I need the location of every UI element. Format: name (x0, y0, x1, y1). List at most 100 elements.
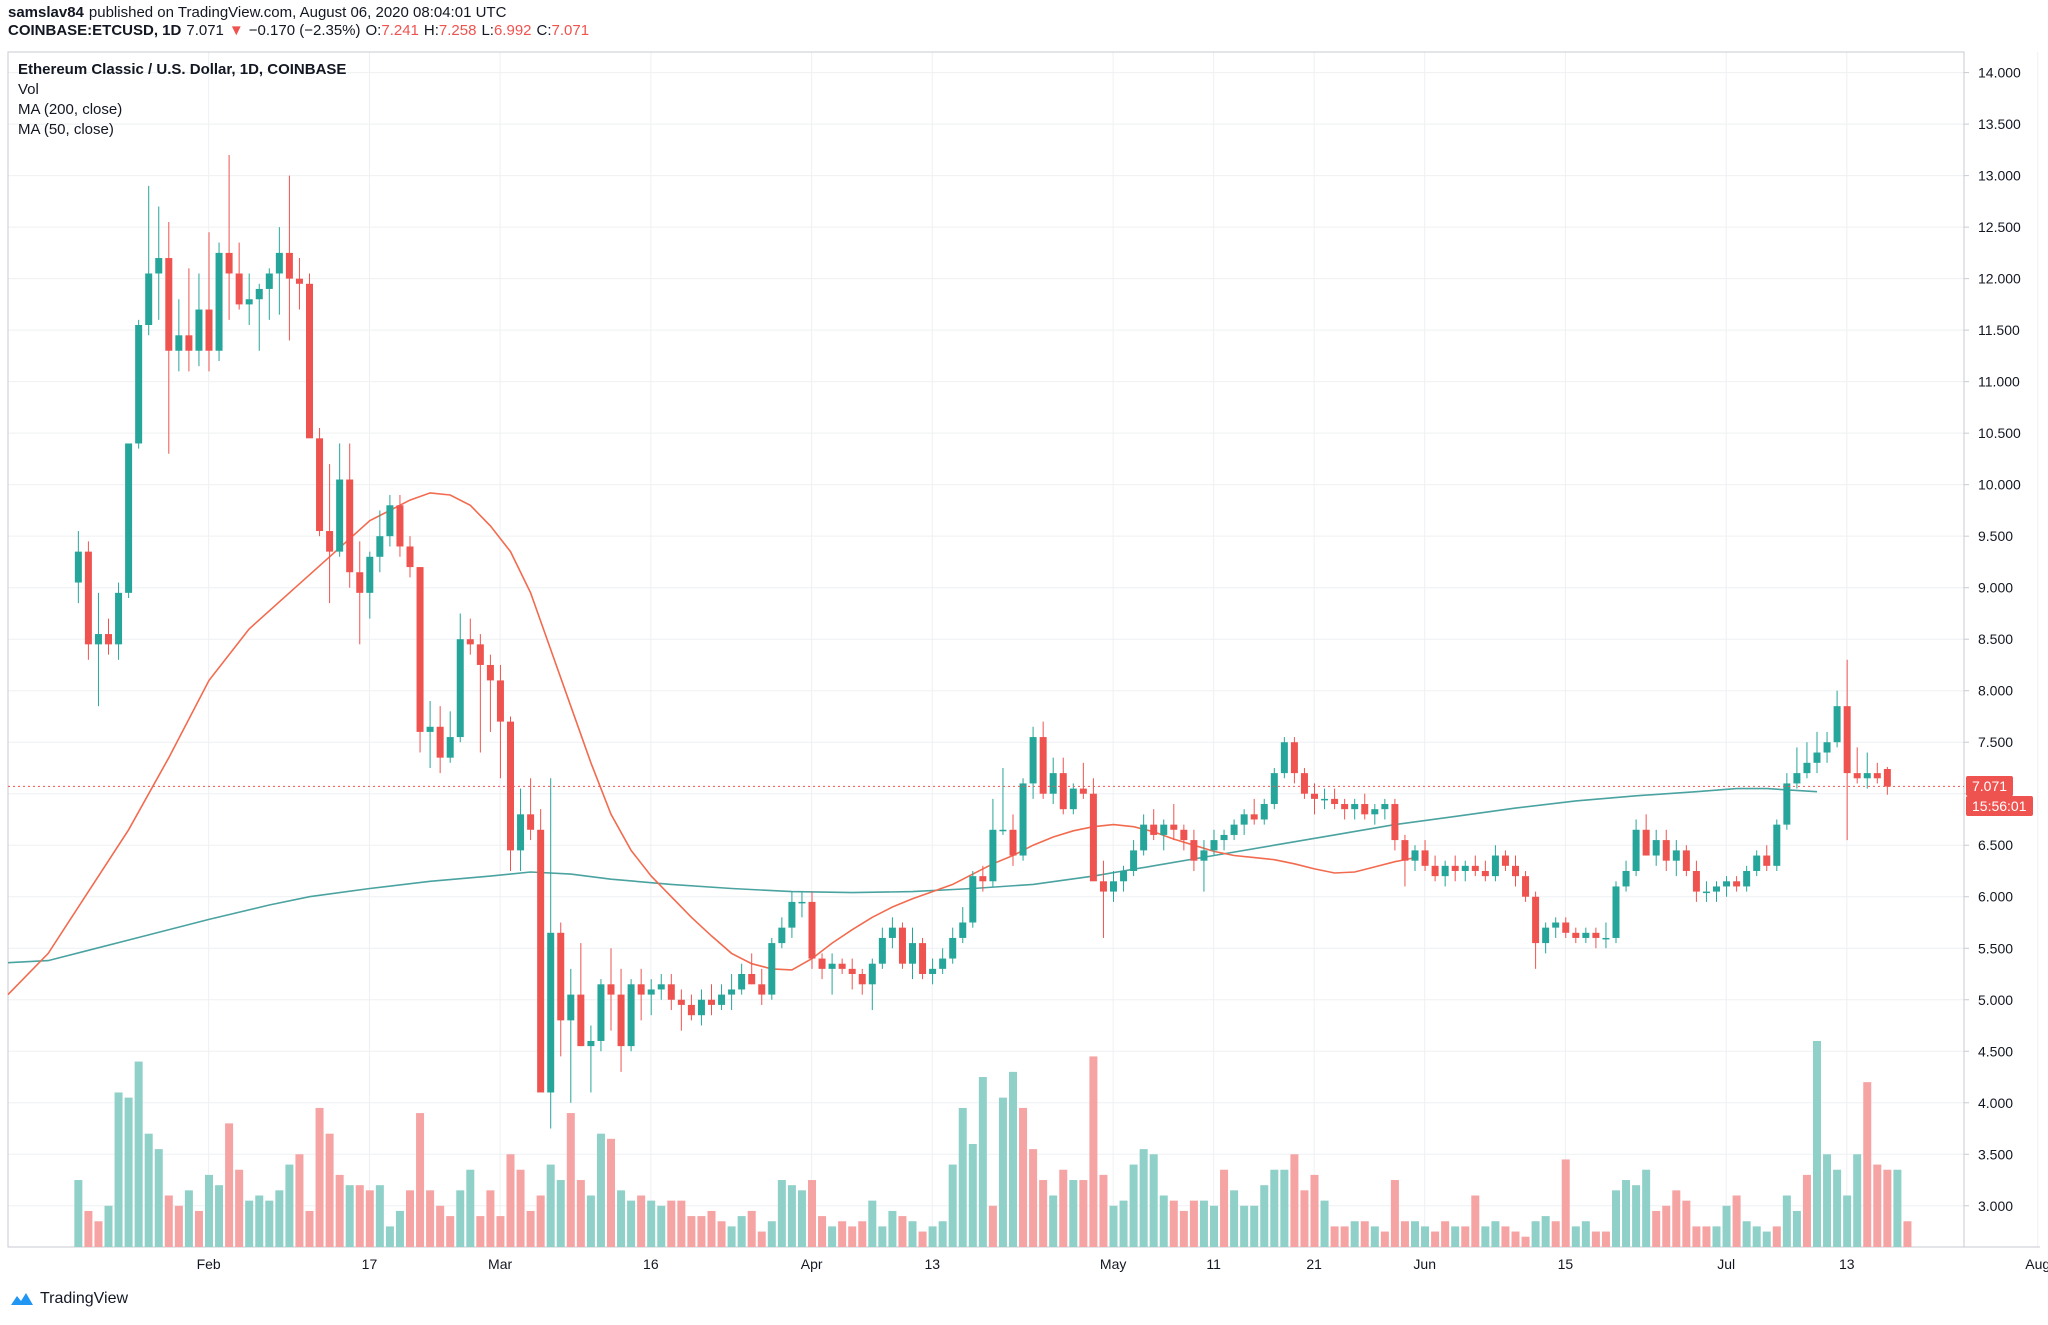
volume-bar (1421, 1226, 1430, 1247)
candle-body (1220, 834, 1228, 841)
volume-bar (657, 1205, 666, 1247)
candle-body (316, 438, 324, 532)
volume-bar (1109, 1205, 1118, 1247)
candle-body (1351, 804, 1359, 810)
candle-body (1150, 824, 1158, 835)
candle-body (1692, 870, 1700, 892)
volume-bar (1903, 1221, 1912, 1247)
candle-body (999, 829, 1007, 832)
volume-bar (1591, 1231, 1600, 1247)
volume-bar (1360, 1221, 1369, 1247)
candle-body (1300, 773, 1308, 794)
candle-body (1471, 865, 1479, 871)
publisher-name[interactable]: samslav84 (8, 4, 84, 21)
candle-body (1652, 840, 1660, 856)
time-tick-label: 11 (1206, 1256, 1221, 1272)
candle-body (1049, 773, 1057, 794)
volume-bar (1099, 1174, 1108, 1247)
volume-bar (295, 1154, 304, 1247)
volume-bar (737, 1216, 746, 1247)
volume-bar (1893, 1169, 1902, 1247)
price-tick-label: 13.000 (1978, 168, 2021, 184)
candle-body (1341, 804, 1349, 810)
candle-body (1260, 804, 1268, 820)
volume-bar (205, 1174, 213, 1247)
candle-body (1099, 881, 1107, 892)
volume-bar (858, 1221, 867, 1247)
candle-body (446, 737, 454, 758)
candle-body (858, 974, 866, 985)
volume-bar (958, 1107, 967, 1247)
volume-bar (1702, 1226, 1711, 1247)
volume-bar (848, 1226, 857, 1247)
volume-bar (1732, 1195, 1741, 1247)
volume-bar (124, 1097, 133, 1247)
candle-body (507, 721, 514, 851)
candle-body (939, 958, 947, 969)
candle-body (788, 901, 796, 928)
volume-bar (1712, 1226, 1721, 1247)
volume-bar (406, 1190, 414, 1247)
candle-body (1381, 804, 1389, 810)
candle-body (1883, 769, 1891, 787)
volume-bar (426, 1190, 435, 1247)
volume-bar (506, 1154, 515, 1247)
volume-bar (184, 1190, 193, 1247)
candle-body (1783, 783, 1791, 825)
candle-body (1562, 922, 1570, 933)
time-tick-label: Feb (197, 1256, 221, 1272)
volume-bar (1230, 1190, 1239, 1247)
volume-bar (898, 1216, 907, 1247)
legend-ma200[interactable]: MA (200, close) (18, 101, 123, 118)
candle-body (1321, 798, 1329, 801)
volume-bar (637, 1195, 646, 1247)
candle-body (1813, 752, 1821, 763)
candle-body (1441, 865, 1449, 877)
volume-bar (486, 1190, 495, 1247)
candle-body (1411, 850, 1419, 861)
time-tick-label: 13 (1839, 1256, 1855, 1272)
candle-body (1311, 793, 1318, 799)
price-tick-label: 10.000 (1978, 477, 2021, 493)
volume-bar (777, 1180, 786, 1247)
candle-body (1180, 829, 1188, 841)
volume-bar (818, 1216, 827, 1247)
volume-bar (436, 1205, 445, 1247)
legend-vol[interactable]: Vol (18, 81, 39, 98)
volume-bar (727, 1226, 736, 1247)
candle-body (979, 876, 987, 882)
candle-body (225, 252, 233, 274)
candle-body (376, 536, 384, 557)
candle-body (476, 644, 484, 665)
candle-body (667, 984, 675, 1000)
candle-body (1140, 824, 1148, 851)
legend-ma50[interactable]: MA (50, close) (18, 121, 114, 138)
volume-bar (1471, 1195, 1480, 1247)
price-tick-label: 10.500 (1978, 425, 2021, 441)
candle-body (1451, 865, 1459, 871)
volume-bar (1149, 1154, 1158, 1247)
volume-bar (476, 1216, 485, 1247)
volume-bar (918, 1231, 927, 1247)
candle-body (165, 258, 173, 351)
volume-bar (516, 1169, 525, 1247)
volume-bar (1762, 1231, 1771, 1247)
volume-bar (797, 1190, 806, 1247)
candle-body (728, 989, 736, 995)
volume-bar (315, 1107, 324, 1247)
candle-body (828, 963, 836, 969)
candle-body (215, 252, 223, 351)
volume-bar (1772, 1226, 1781, 1247)
open-label: O: (365, 22, 382, 39)
candle-body (1713, 886, 1720, 892)
volume-bar (1069, 1180, 1078, 1247)
candle-body (1120, 870, 1128, 882)
volume-bars (74, 1040, 1912, 1247)
price-tick-label: 5.500 (1978, 940, 2013, 956)
candle-body (306, 283, 313, 439)
volume-bar (546, 1164, 555, 1247)
tradingview-brand[interactable]: TradingView (10, 1290, 128, 1308)
candle-body (175, 335, 183, 351)
candle-body (597, 984, 605, 1041)
